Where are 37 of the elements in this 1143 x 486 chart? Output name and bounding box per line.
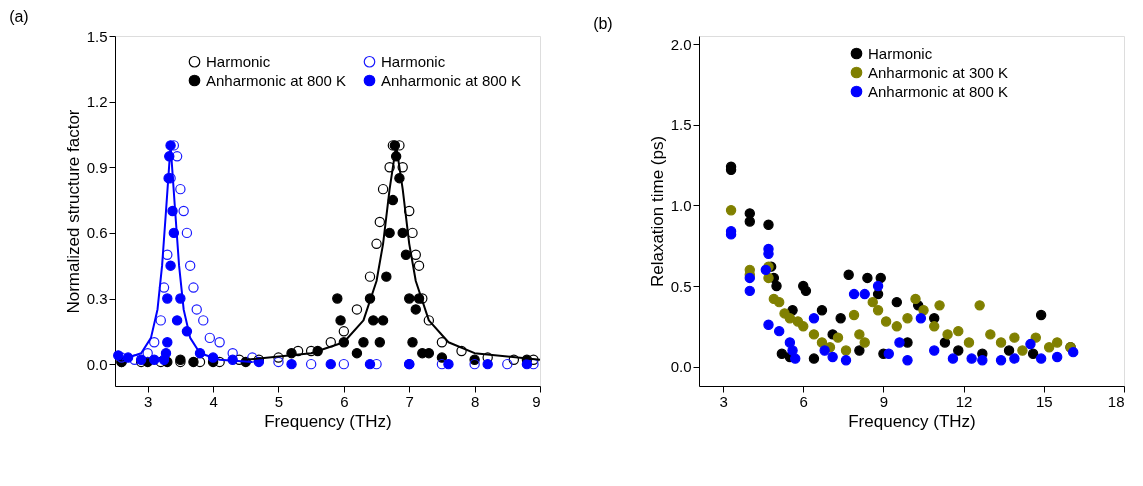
x-tick-label: 15 — [1035, 392, 1053, 410]
y-tick-label: 0.0 — [670, 358, 692, 376]
x-tick-label: 6 — [799, 392, 808, 410]
x-tick-label: 3 — [144, 392, 153, 410]
x-tick-label: 4 — [209, 392, 218, 410]
legend-label: Harmonic — [868, 44, 933, 62]
x-tick-label: 12 — [955, 392, 973, 410]
y-tick-label: 0.9 — [86, 158, 108, 176]
y-tick-label: 1.0 — [670, 196, 692, 214]
x-tick-label: 8 — [470, 392, 480, 410]
y-tick-label: 2.0 — [670, 35, 692, 53]
chart-title: (b) — [593, 15, 613, 32]
x-tick-label: 3 — [719, 392, 728, 410]
y-tick-label: 0.3 — [86, 290, 108, 307]
x-axis-title: Frequency (THz) — [848, 411, 976, 431]
y-tick-label: 0.5 — [670, 277, 692, 295]
x-tick-label: 7 — [405, 392, 414, 410]
x-tick-label: 6 — [340, 392, 349, 410]
x-tick-label: 9 — [532, 392, 541, 410]
legend-label: Anharmonic at 300 K — [868, 63, 1009, 81]
y-axis-title: Relaxation time (ps) — [647, 135, 667, 288]
legend-label: Harmonic — [206, 52, 271, 70]
x-tick-label: 18 — [1107, 392, 1125, 410]
y-tick-label: 1.5 — [86, 27, 108, 45]
y-tick-label: 1.2 — [86, 93, 108, 111]
x-tick-label: 5 — [274, 392, 284, 410]
chart-title: (a) — [9, 8, 29, 25]
x-axis-title: Frequency (THz) — [264, 411, 392, 431]
legend-label: Harmonic — [381, 52, 446, 70]
y-tick-label: 1.5 — [670, 116, 692, 134]
legend-label: Anharmonic at 800 K — [206, 71, 347, 89]
legend-label: Anharmonic at 800 K — [381, 71, 522, 89]
legend-label: Anharmonic at 800 K — [868, 82, 1009, 100]
y-tick-label: 0.6 — [86, 224, 108, 242]
x-tick-label: 9 — [879, 392, 889, 410]
y-tick-label: 0.0 — [86, 355, 108, 373]
y-axis-title: Normalized structure factor — [63, 109, 83, 314]
